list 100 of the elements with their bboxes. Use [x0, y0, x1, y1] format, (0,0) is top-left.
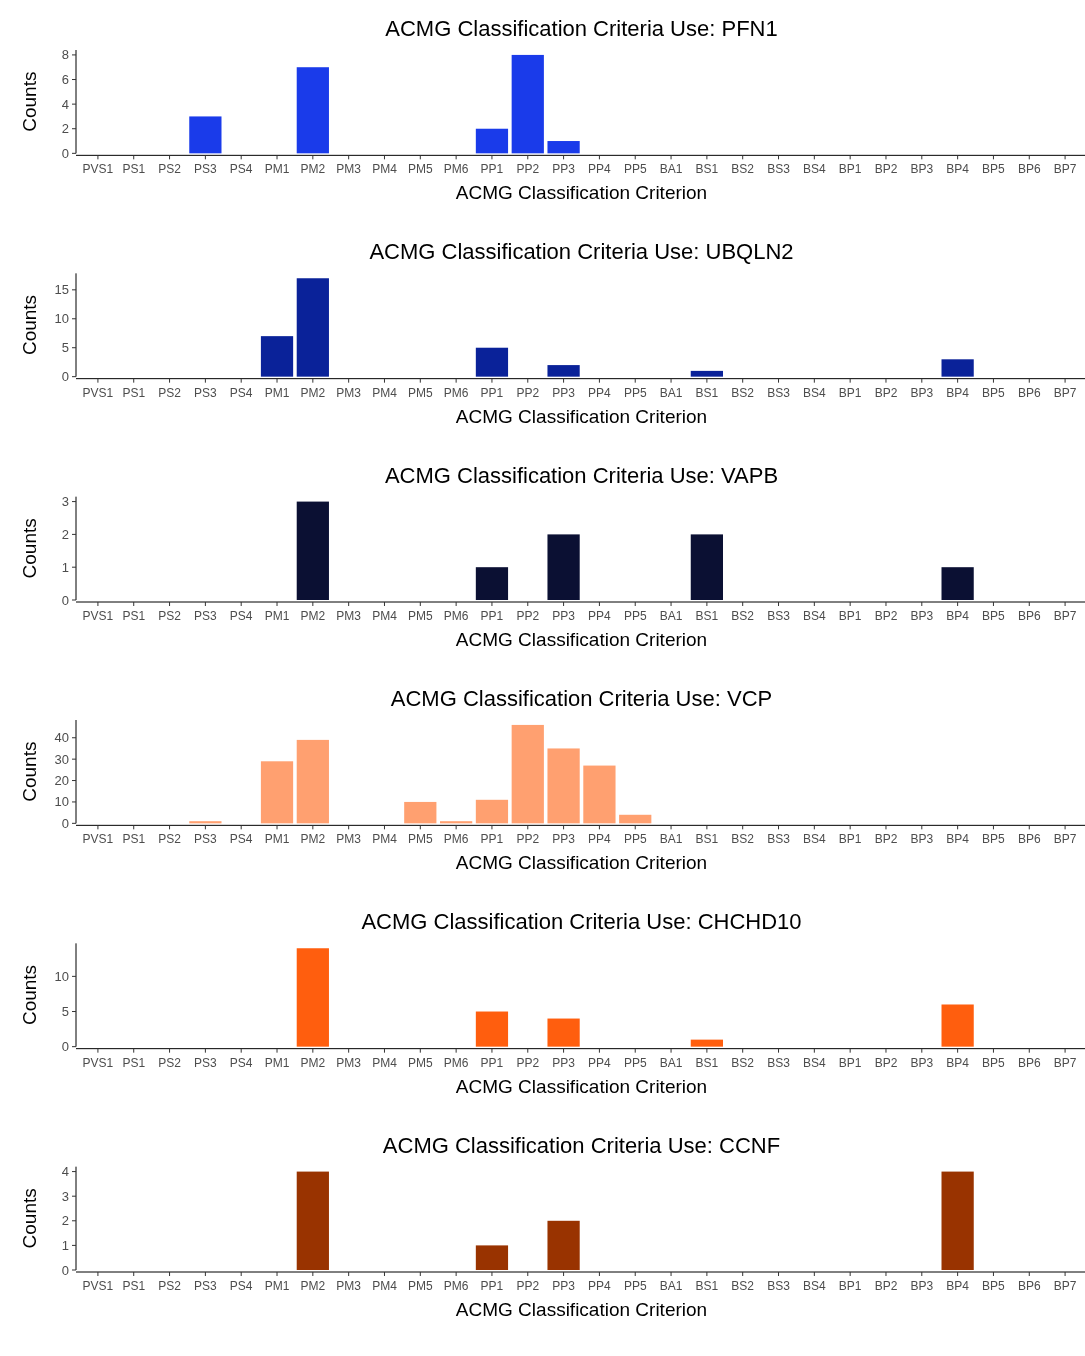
x-tick-label: BP3: [910, 609, 934, 623]
x-tick-label: PP4: [588, 385, 612, 400]
x-tick-label: PP5: [623, 609, 647, 623]
y-tick-label: 3: [61, 1188, 69, 1204]
x-tick-label: PS3: [194, 1055, 218, 1070]
x-tick-label: PS4: [229, 1055, 253, 1070]
x-tick-label: PM3: [336, 1279, 362, 1293]
x-tick-label: BA1: [659, 162, 683, 177]
x-tick-label: PP2: [516, 1055, 540, 1070]
x-tick-label: PP4: [588, 1055, 612, 1070]
x-tick-label: BP5: [982, 1279, 1006, 1293]
bar: [941, 359, 974, 377]
x-axis-title: ACMG Classification Criterion: [455, 852, 708, 874]
x-tick-label: BS1: [695, 832, 719, 847]
x-tick-label: BS1: [695, 609, 719, 623]
y-axis-title: Counts: [19, 741, 40, 802]
x-axis-title: ACMG Classification Criterion: [455, 1299, 708, 1320]
y-tick-label: 20: [54, 773, 69, 789]
x-tick-label: BS1: [695, 1055, 719, 1070]
x-tick-label: PP5: [623, 385, 647, 400]
x-tick-label: BS1: [695, 385, 719, 400]
x-tick-label: PM2: [300, 832, 326, 847]
x-tick-label: BS3: [767, 1055, 791, 1070]
x-tick-label: BP4: [946, 385, 970, 400]
x-tick-label: PVS1: [82, 162, 114, 177]
x-tick-label: PM4: [372, 1055, 398, 1070]
x-tick-label: PP2: [516, 162, 540, 177]
x-tick-label: PP1: [480, 832, 504, 847]
x-tick-label: PP3: [552, 385, 576, 400]
y-tick-label: 30: [54, 751, 69, 767]
x-tick-label: PS2: [158, 1055, 182, 1070]
x-tick-label: PP5: [623, 832, 647, 847]
bar: [690, 1039, 723, 1047]
bar: [941, 1171, 974, 1270]
y-tick-label: 2: [61, 121, 69, 137]
x-tick-label: BA1: [659, 385, 683, 400]
x-tick-label: BP2: [874, 832, 898, 847]
x-tick-label: PM6: [443, 1279, 469, 1293]
bar: [547, 534, 580, 600]
x-tick-label: PS4: [229, 385, 253, 400]
x-tick-label: PM4: [372, 162, 398, 177]
x-tick-label: PM1: [264, 1279, 290, 1293]
x-tick-label: BP4: [946, 162, 970, 177]
x-tick-label: BP6: [1017, 609, 1041, 623]
bar: [547, 1220, 580, 1270]
x-tick-label: BS2: [731, 385, 755, 400]
bar: [404, 801, 437, 824]
x-tick-label: PM2: [300, 162, 326, 177]
x-tick-label: BP3: [910, 162, 934, 177]
x-tick-label: BS4: [803, 832, 826, 847]
x-tick-label: BP1: [838, 162, 862, 177]
x-tick-label: PS2: [158, 1279, 182, 1293]
y-tick-label: 0: [61, 369, 69, 385]
chart-title: ACMG Classification Criteria Use: VAPB: [384, 462, 779, 488]
bar: [511, 724, 544, 824]
bar: [547, 141, 580, 154]
x-tick-label: PVS1: [82, 609, 114, 623]
x-tick-label: PP2: [516, 609, 540, 623]
y-axis-title: Counts: [19, 71, 40, 132]
x-tick-label: PM6: [443, 385, 469, 400]
x-tick-label: BP6: [1017, 1055, 1041, 1070]
x-tick-label: BS2: [731, 832, 755, 847]
x-tick-label: BP1: [838, 1279, 862, 1293]
x-tick-label: PP3: [552, 1279, 576, 1293]
chart-title: ACMG Classification Criteria Use: PFN1: [385, 16, 778, 41]
x-tick-label: PP2: [516, 832, 540, 847]
y-tick-label: 6: [61, 72, 69, 88]
x-tick-label: PS1: [122, 1279, 146, 1293]
x-tick-label: PP5: [623, 162, 647, 177]
x-tick-label: PP4: [588, 832, 612, 847]
bar: [296, 1171, 329, 1270]
x-tick-label: BP1: [838, 1055, 862, 1070]
chart-title: ACMG Classification Criteria Use: CCNF: [382, 1132, 781, 1158]
bar: [296, 739, 329, 824]
y-tick-label: 1: [61, 1237, 69, 1253]
y-tick-label: 0: [61, 1039, 69, 1055]
x-tick-label: BA1: [659, 1055, 683, 1070]
x-tick-label: PM1: [264, 832, 290, 847]
bar: [296, 501, 329, 600]
x-tick-label: BS3: [767, 162, 791, 177]
x-tick-label: PP2: [516, 1279, 540, 1293]
x-tick-label: BP4: [946, 1279, 970, 1293]
x-tick-label: BP5: [982, 609, 1006, 623]
x-tick-label: BS4: [803, 1279, 826, 1293]
bar: [583, 765, 616, 824]
x-tick-label: BP5: [982, 832, 1006, 847]
x-tick-label: PP3: [552, 609, 576, 623]
x-tick-label: PS2: [158, 385, 182, 400]
x-tick-label: PP2: [516, 385, 540, 400]
x-tick-label: BP1: [838, 832, 862, 847]
x-tick-label: PP1: [480, 609, 504, 623]
x-tick-label: BS4: [803, 162, 826, 177]
y-tick-label: 40: [54, 730, 69, 746]
x-axis-title: ACMG Classification Criterion: [455, 629, 708, 650]
x-axis-title: ACMG Classification Criterion: [455, 182, 708, 204]
y-axis-title: Counts: [19, 1188, 40, 1249]
x-tick-label: BP7: [1053, 1055, 1077, 1070]
x-tick-label: PM1: [264, 609, 290, 623]
x-tick-label: PS1: [122, 162, 146, 177]
x-tick-label: BA1: [659, 609, 683, 623]
